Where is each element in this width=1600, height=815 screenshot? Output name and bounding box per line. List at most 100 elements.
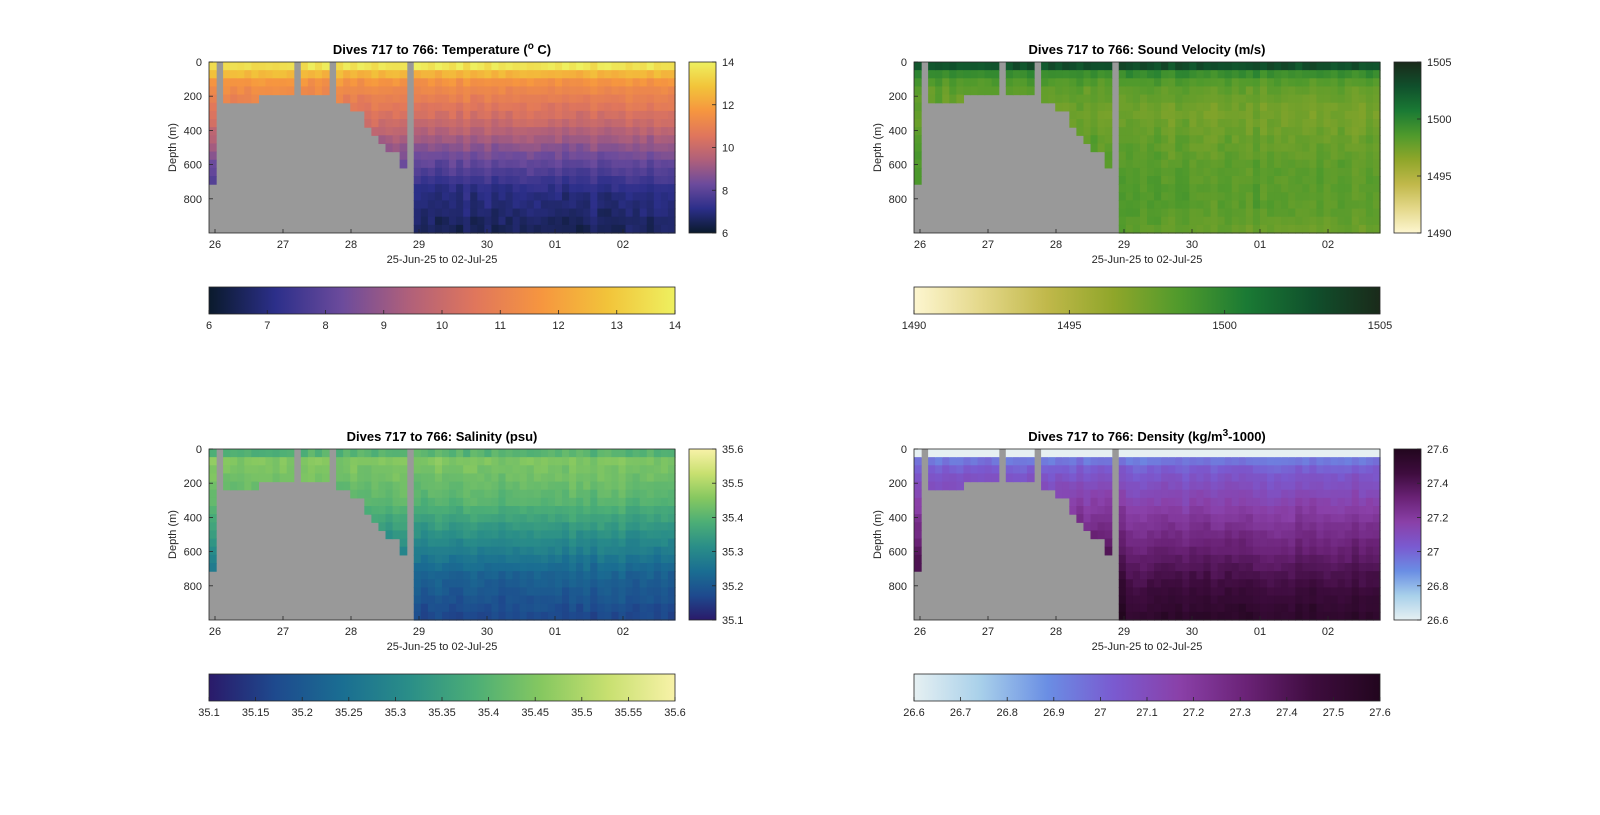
heatmap-cell — [526, 151, 535, 161]
heatmap-cell — [456, 595, 464, 605]
heatmap-cell — [667, 506, 676, 515]
heatmap-cell — [1224, 127, 1233, 136]
heatmap-cell — [1316, 587, 1325, 597]
heatmap-cell — [653, 127, 662, 136]
colorbar-tick-label: 35.5 — [722, 478, 743, 490]
heatmap-cell — [1090, 481, 1099, 491]
heatmap-cell — [632, 78, 641, 88]
heatmap-cell — [1358, 530, 1367, 540]
heatmap-cell — [1217, 62, 1226, 71]
heatmap-cell — [470, 224, 478, 234]
heatmap-cell — [1076, 514, 1085, 523]
heatmap-cell — [1365, 546, 1374, 556]
heatmap-cell — [660, 506, 669, 515]
heatmap-cell — [533, 457, 542, 466]
heatmap-cell — [477, 611, 485, 621]
heatmap-cell — [569, 603, 577, 613]
heatmap-cell — [646, 216, 655, 226]
heatmap-cell — [1026, 465, 1035, 475]
heatmap-cell — [209, 167, 217, 177]
colorbar-tick-label: 1500 — [1427, 114, 1451, 126]
heatmap-cell — [1139, 506, 1148, 515]
heatmap-cell — [427, 563, 436, 572]
heatmap-cell — [1323, 159, 1332, 169]
heatmap-cell — [1083, 119, 1092, 128]
heatmap-cell — [1147, 522, 1155, 532]
heatmap-cell — [449, 78, 457, 88]
heatmap-cell — [1337, 481, 1346, 491]
heatmap-cell — [540, 465, 549, 475]
heatmap-cell — [1189, 603, 1198, 613]
heatmap-cell — [540, 595, 549, 605]
heatmap-cell — [1344, 151, 1353, 161]
heatmap-cell — [1210, 143, 1219, 153]
heatmap-cell — [484, 70, 493, 79]
heatmap-cell — [1210, 465, 1219, 475]
heatmap-cell — [449, 489, 457, 499]
heatmap-cell — [505, 208, 514, 218]
heatmap-cell — [463, 514, 471, 523]
heatmap-cell — [653, 514, 662, 523]
heatmap-cell — [1168, 135, 1176, 145]
heatmap-cell — [625, 522, 634, 532]
heatmap-cell — [1365, 611, 1374, 621]
heatmap-cell — [1330, 159, 1339, 169]
heatmap-cell — [1182, 497, 1190, 507]
x-tick-label: 26 — [209, 239, 221, 251]
heatmap-cell — [1203, 563, 1212, 572]
heatmap-cell — [1238, 127, 1247, 136]
heatmap-cell — [1344, 224, 1353, 234]
heatmap-cell — [956, 449, 965, 458]
heatmap-cell — [1118, 94, 1127, 104]
heatmap-cell — [1175, 94, 1183, 104]
heatmap-cell — [611, 159, 620, 169]
heatmap-cell — [533, 119, 542, 128]
heatmap-cell — [1139, 192, 1148, 202]
heatmap-cell — [540, 546, 549, 556]
heatmap-cell — [540, 62, 549, 71]
heatmap-cell — [540, 208, 549, 218]
heatmap-cell — [491, 473, 500, 483]
heatmap-cell — [399, 481, 408, 491]
heatmap-cell — [413, 603, 422, 613]
heatmap-cell — [646, 102, 655, 112]
heatmap-cell — [1358, 603, 1367, 613]
heatmap-cell — [1372, 143, 1381, 153]
heatmap-cell — [1281, 603, 1289, 613]
heatmap-cell — [1048, 62, 1056, 71]
heatmap-cell — [1259, 514, 1268, 523]
heatmap-cell — [653, 200, 662, 210]
heatmap-cell — [1139, 522, 1148, 532]
x-tick-label: 02 — [617, 239, 629, 251]
heatmap-cell — [1224, 62, 1233, 71]
heatmap-cell — [1062, 62, 1070, 71]
heatmap-cell — [942, 449, 950, 458]
heatmap-cell — [1104, 481, 1113, 491]
heatmap-cell — [1288, 78, 1296, 88]
heatmap-cell — [1175, 506, 1183, 515]
heatmap-cell — [1175, 481, 1183, 491]
heatmap-cell — [237, 449, 245, 458]
colorbar-tick-label: 35.1 — [722, 615, 743, 627]
heatmap-cell — [1238, 62, 1247, 71]
heatmap-cell — [1097, 110, 1106, 120]
heatmap-cell — [364, 94, 372, 104]
heatmap-cell — [1231, 489, 1240, 499]
heatmap-cell — [1217, 611, 1226, 621]
heatmap-cell — [569, 489, 577, 499]
heatmap-cell — [1196, 159, 1205, 169]
heatmap-cell — [1288, 216, 1296, 226]
heatmap-cell — [498, 506, 507, 515]
heatmap-cell — [949, 449, 957, 458]
heatmap-cell — [1238, 208, 1247, 218]
panel-title: Dives 717 to 766: Temperature (o C) — [333, 41, 551, 57]
bottom-colorbar-tick-label: 27.2 — [1183, 707, 1204, 719]
heatmap-cell — [667, 514, 676, 523]
heatmap-cell — [1245, 159, 1254, 169]
heatmap-cell — [1309, 522, 1318, 532]
heatmap-cell — [470, 176, 478, 185]
heatmap-cell — [463, 110, 471, 120]
heatmap-cell — [547, 94, 556, 104]
heatmap-cell — [230, 78, 238, 88]
heatmap-cell — [364, 70, 372, 79]
